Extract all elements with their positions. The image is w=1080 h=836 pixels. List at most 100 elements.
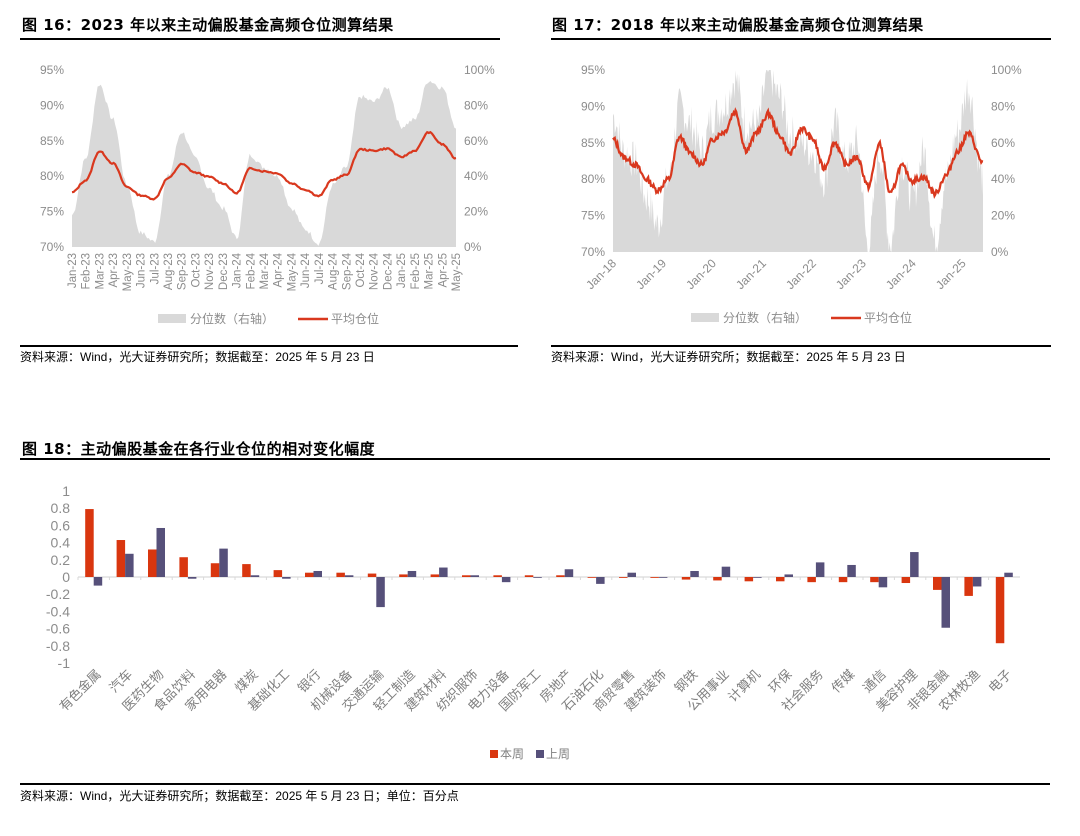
x-axis-tick: Feb-25	[410, 253, 422, 289]
fig18-title: 图 18：主动偏股基金在各行业仓位的相对变化幅度	[22, 440, 376, 458]
bar-this-week	[650, 577, 659, 578]
left-axis-tick: 80%	[40, 169, 64, 183]
bar-last-week	[282, 577, 291, 579]
bar-this-week	[399, 574, 408, 577]
fig16-chart: 70% 75% 80% 85% 90% 95% 0% 20% 40% 60% 80% 100% Jan-…	[40, 63, 495, 326]
legend-last-week-swatch	[536, 750, 544, 758]
left-axis-tick: 90%	[581, 99, 605, 113]
bar-this-week	[273, 570, 283, 577]
bar-last-week	[93, 577, 103, 586]
x-axis-tick: Jul-24	[314, 252, 326, 284]
x-axis-tick: Jan-24	[232, 252, 244, 288]
y-axis-tick: 0.8	[51, 500, 71, 516]
bar-last-week	[376, 577, 385, 608]
left-axis-tick: 95%	[40, 63, 64, 77]
bar-this-week	[430, 574, 440, 577]
right-axis-tick: 60%	[991, 136, 1015, 150]
x-axis-tick: Jun-24	[300, 252, 312, 288]
legend-area-swatch	[158, 314, 186, 323]
fig17-title-rule	[551, 38, 1051, 40]
y-axis-tick: 0.4	[51, 535, 71, 551]
bar-this-week	[964, 577, 973, 596]
x-axis-tick: Jan-21	[733, 256, 769, 292]
bar-this-week	[148, 549, 157, 577]
y-axis-tick: -0.4	[46, 603, 70, 619]
x-axis-tick: Nov-23	[204, 253, 216, 290]
bar-last-week	[847, 564, 856, 577]
bar-last-week	[1004, 572, 1013, 577]
left-axis-tick: 90%	[40, 98, 64, 112]
bar-last-week	[125, 553, 134, 577]
x-axis-tick: May-24	[286, 252, 298, 291]
bar-this-week	[744, 577, 754, 582]
x-axis-tick: Oct-24	[355, 252, 367, 287]
bar-last-week	[501, 577, 511, 583]
bar-this-week	[933, 577, 942, 590]
bar-this-week	[305, 572, 314, 577]
bar-this-week	[85, 509, 94, 577]
y-axis-tick: -0.2	[46, 586, 70, 602]
x-axis-tick: Dec-24	[382, 252, 394, 290]
legend-last-week-label: 上周	[546, 747, 570, 761]
bar-last-week	[187, 577, 197, 579]
left-axis-tick: 85%	[40, 134, 64, 148]
x-axis-tick: Mar-23	[94, 253, 106, 289]
bar-last-week	[627, 572, 636, 577]
bar-this-week	[462, 575, 471, 577]
bar-this-week	[242, 564, 251, 577]
percentile-area	[72, 81, 456, 247]
bar-last-week	[941, 577, 950, 628]
left-axis-tick: 75%	[581, 209, 605, 223]
right-axis-tick: 20%	[464, 205, 488, 219]
x-axis-tick: Apr-25	[437, 253, 449, 288]
legend-this-week-swatch	[490, 750, 498, 758]
x-axis-tick: Jan-24	[883, 256, 919, 292]
x-axis-tick: May-25	[451, 253, 463, 291]
bar-last-week	[313, 570, 322, 577]
bar-this-week	[870, 577, 879, 583]
bar-last-week	[250, 575, 260, 577]
x-axis-tick: Jan-22	[783, 256, 819, 292]
fig17-source: 资料来源：Wind，光大证券研究所；数据截至：2025 年 5 月 23 日	[551, 350, 906, 364]
y-axis-tick: -1	[58, 655, 71, 671]
x-axis-tick: Jan-25	[396, 253, 408, 288]
fig16-source-rule	[20, 345, 518, 347]
bar-last-week	[784, 574, 793, 577]
fig18-source: 资料来源：Wind，光大证券研究所；数据截至：2025 年 5 月 23 日；单…	[20, 789, 459, 803]
y-axis-tick: 0.2	[51, 552, 71, 568]
right-axis-tick: 60%	[464, 134, 488, 148]
right-axis-tick: 80%	[464, 98, 488, 112]
left-axis-tick: 70%	[40, 240, 64, 254]
bar-this-week	[776, 577, 785, 582]
bar-this-week	[681, 577, 691, 580]
bar-last-week	[344, 575, 354, 577]
x-axis-tick: Oct-23	[190, 253, 202, 288]
fig16-title: 图 16：2023 年以来主动偏股基金高频仓位测算结果	[22, 16, 394, 34]
fig17-title: 图 17：2018 年以来主动偏股基金高频仓位测算结果	[552, 16, 924, 34]
bar-last-week	[156, 527, 165, 577]
fig16-title-rule	[20, 38, 500, 40]
bar-this-week	[556, 575, 565, 577]
left-axis-tick: 85%	[581, 136, 605, 150]
y-axis-tick: -0.6	[46, 621, 70, 637]
bar-last-week	[690, 570, 699, 577]
x-axis-tick: Aug-23	[163, 253, 175, 290]
left-axis-tick: 80%	[581, 172, 605, 186]
right-axis-tick: 100%	[464, 63, 495, 77]
avg-position-line	[71, 130, 457, 201]
bar-last-week	[658, 577, 668, 578]
category-label: 传媒	[828, 667, 857, 696]
x-axis-tick: Jan-23	[833, 256, 869, 292]
bar-this-week	[524, 575, 534, 577]
bar-this-week	[587, 577, 597, 578]
fig18-title-rule	[20, 458, 1050, 460]
x-axis-tick: Sep-23	[177, 253, 189, 290]
x-axis-tick: Jan-18	[583, 256, 619, 292]
y-axis-tick: 1	[62, 483, 70, 499]
bar-last-week	[219, 548, 228, 577]
right-axis-tick: 40%	[991, 172, 1015, 186]
y-axis-tick: -0.8	[46, 638, 70, 654]
bar-last-week	[564, 569, 574, 577]
x-axis-tick: Nov-24	[369, 252, 381, 290]
